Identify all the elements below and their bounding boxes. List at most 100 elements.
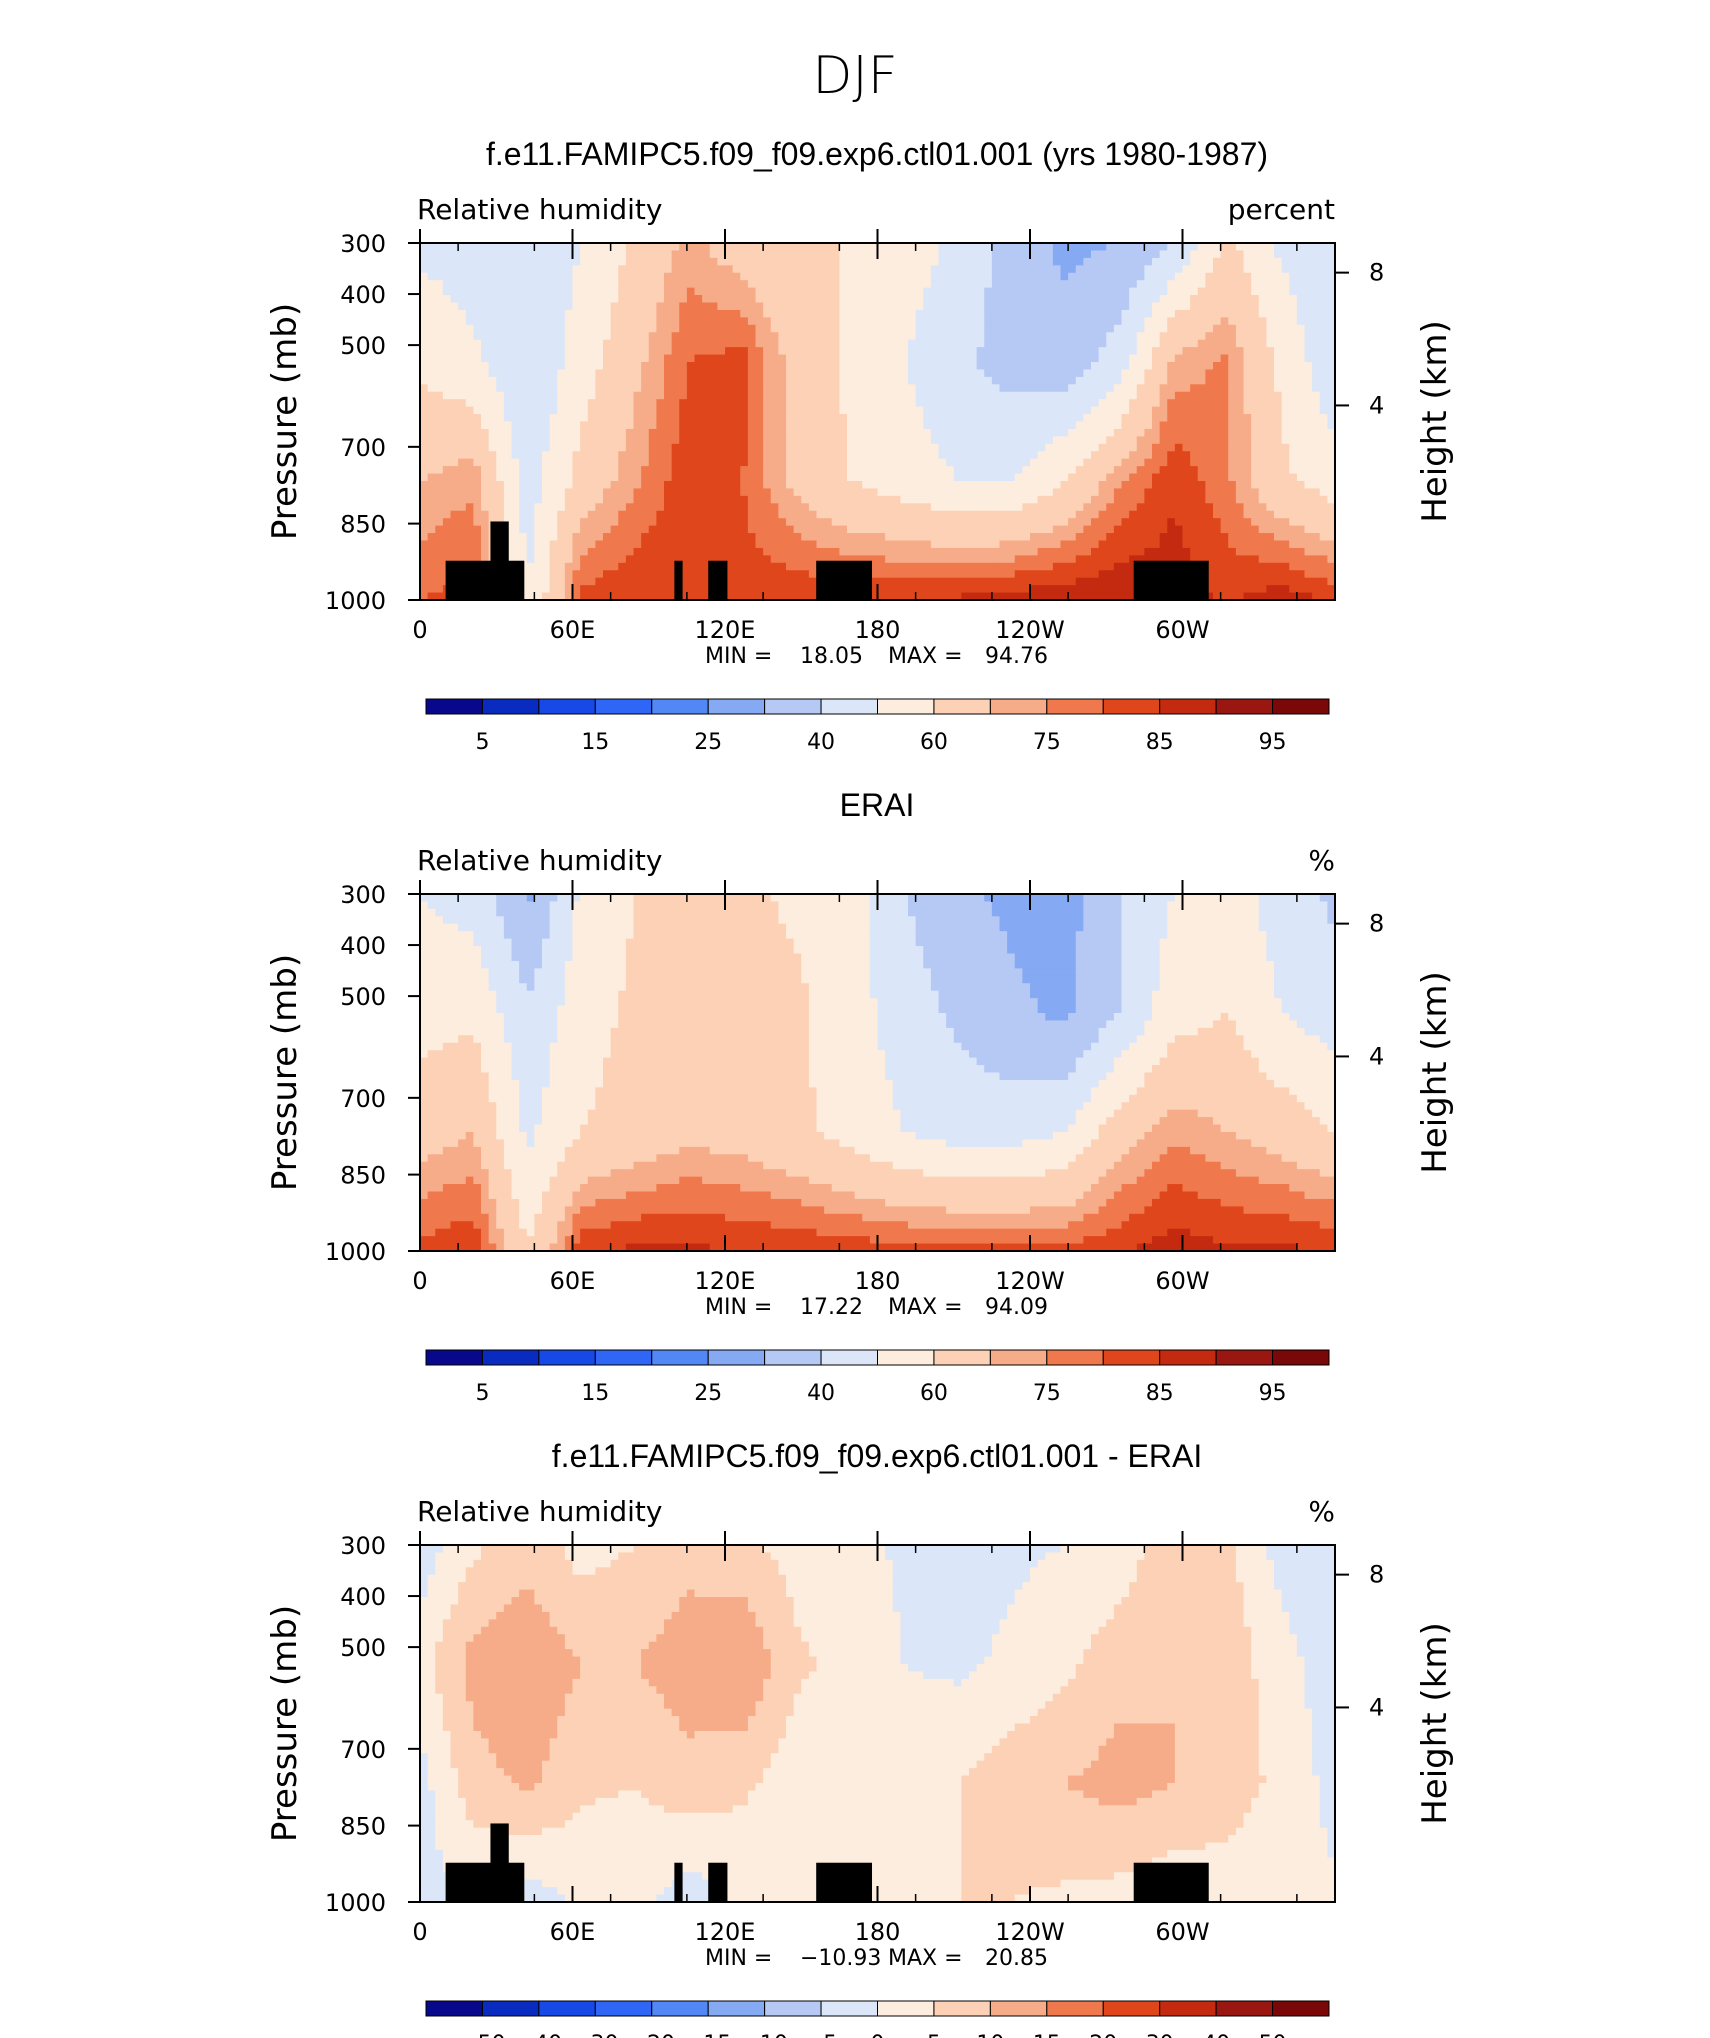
contour-cell xyxy=(877,257,886,266)
contour-cell xyxy=(1083,503,1092,512)
contour-cell xyxy=(770,547,779,556)
contour-cell xyxy=(969,428,978,437)
contour-cell xyxy=(595,540,604,549)
contour-cell xyxy=(1213,428,1222,437)
contour-cell xyxy=(908,287,917,296)
contour-cell xyxy=(915,339,924,348)
contour-cell xyxy=(481,280,490,289)
contour-cell xyxy=(526,384,535,393)
contour-cell xyxy=(1190,332,1199,341)
contour-cell xyxy=(427,309,436,318)
contour-cell xyxy=(778,376,787,385)
contour-cell xyxy=(908,376,917,385)
contour-cell xyxy=(1106,243,1115,252)
contour-cell xyxy=(725,339,734,348)
contour-cell xyxy=(763,458,772,467)
contour-cell xyxy=(679,399,688,408)
contour-cell xyxy=(473,324,482,333)
contour-cell xyxy=(542,376,551,385)
contour-cell xyxy=(420,339,429,348)
contour-cell xyxy=(503,488,513,497)
contour-cell xyxy=(1129,510,1138,519)
contour-cell xyxy=(625,473,635,482)
contour-cell xyxy=(991,481,1001,490)
contour-cell xyxy=(991,309,1001,318)
contour-cell xyxy=(488,362,497,371)
contour-cell xyxy=(1113,495,1123,504)
contour-cell xyxy=(1068,339,1077,348)
contour-cell xyxy=(1060,503,1069,512)
contour-cell xyxy=(885,481,894,490)
contour-cell xyxy=(1274,436,1283,445)
contour-cell xyxy=(900,302,909,311)
contour-cell xyxy=(1243,399,1252,408)
contour-cell xyxy=(839,406,848,415)
contour-cell xyxy=(664,540,673,549)
contour-cell xyxy=(496,421,505,430)
contour-cell xyxy=(778,503,787,512)
contour-cell xyxy=(732,547,741,556)
contour-cell xyxy=(1152,495,1161,504)
contour-cell xyxy=(892,287,901,296)
contour-cell xyxy=(862,421,871,430)
contour-cell xyxy=(1235,466,1245,475)
contour-cell xyxy=(1113,243,1123,252)
contour-cell xyxy=(732,309,741,318)
contour-cell xyxy=(961,265,970,274)
contour-cell xyxy=(1159,295,1168,304)
contour-cell xyxy=(1312,495,1321,504)
contour-cell xyxy=(648,362,657,371)
contour-cell xyxy=(877,488,886,497)
contour-cell xyxy=(1144,510,1153,519)
contour-cell xyxy=(969,443,978,452)
contour-cell xyxy=(808,295,818,304)
contour-cell xyxy=(763,332,772,341)
contour-cell xyxy=(625,391,635,400)
contour-cell xyxy=(885,362,894,371)
contour-cell xyxy=(465,243,474,252)
contour-cell xyxy=(725,362,734,371)
contour-cell xyxy=(1052,265,1062,274)
contour-cell xyxy=(496,451,505,460)
contour-cell xyxy=(709,257,718,266)
contour-cell xyxy=(1304,414,1313,423)
contour-cell xyxy=(526,525,535,534)
contour-cell xyxy=(1091,309,1100,318)
contour-cell xyxy=(1136,406,1145,415)
contour-cell xyxy=(1190,473,1199,482)
contour-cell xyxy=(450,309,459,318)
contour-cell xyxy=(465,436,474,445)
contour-cell xyxy=(1075,533,1084,542)
contour-cell xyxy=(847,339,856,348)
contour-cell xyxy=(648,488,657,497)
contour-cell xyxy=(808,369,818,378)
contour-cell xyxy=(1045,473,1054,482)
contour-cell xyxy=(808,495,818,504)
contour-cell xyxy=(679,458,688,467)
contour-cell xyxy=(526,280,535,289)
contour-cell xyxy=(450,257,459,266)
contour-cell xyxy=(717,369,726,378)
contour-cell xyxy=(526,339,535,348)
contour-cell xyxy=(900,488,909,497)
contour-cell xyxy=(603,376,612,385)
contour-cell xyxy=(1327,533,1336,542)
contour-cell xyxy=(1091,250,1100,259)
contour-cell xyxy=(542,488,551,497)
contour-cell xyxy=(656,458,665,467)
contour-cell xyxy=(847,481,856,490)
contour-cell xyxy=(1022,250,1031,259)
contour-cell xyxy=(671,309,680,318)
contour-cell xyxy=(641,250,650,259)
contour-cell xyxy=(427,421,436,430)
contour-cell xyxy=(1083,302,1092,311)
contour-cell xyxy=(1220,421,1229,430)
contour-cell xyxy=(1091,533,1100,542)
contour-cell xyxy=(1037,518,1046,527)
contour-cell xyxy=(862,391,871,400)
contour-cell xyxy=(1243,354,1252,363)
contour-cell xyxy=(1281,369,1290,378)
contour-cell xyxy=(694,503,703,512)
contour-cell xyxy=(755,250,764,259)
contour-cell xyxy=(1075,369,1084,378)
